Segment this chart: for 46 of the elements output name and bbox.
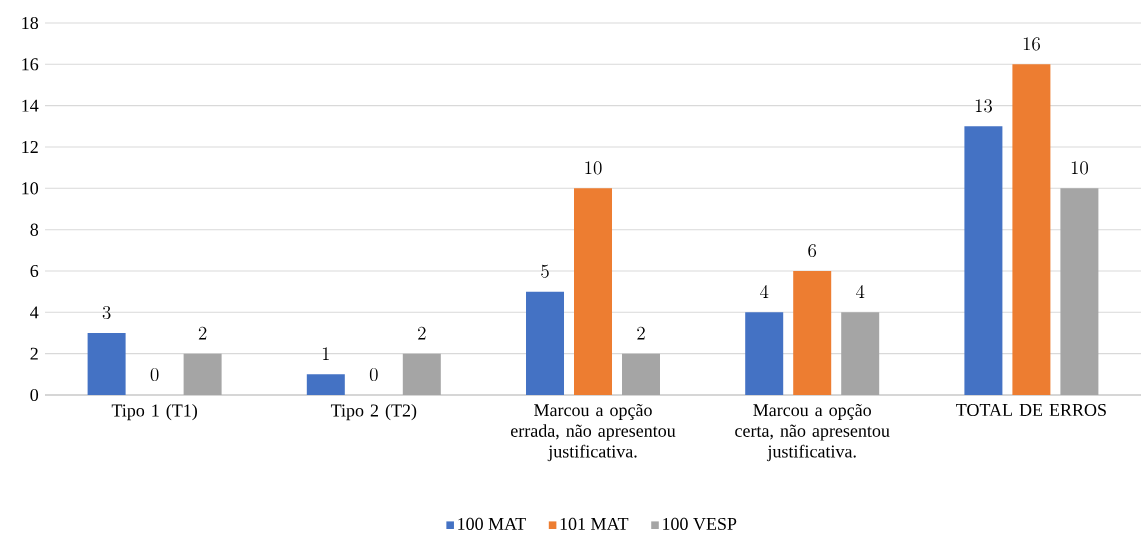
y-tick-label: 18	[22, 16, 39, 30]
data-label: 2	[637, 326, 645, 340]
bar	[841, 312, 880, 395]
data-label: 16	[1023, 37, 1040, 51]
bar	[183, 353, 222, 395]
legend-label: 100 VESP	[663, 517, 737, 531]
bar	[87, 332, 126, 395]
y-tick-label: 2	[30, 347, 38, 360]
bar	[793, 270, 832, 395]
x-tick-label: Marcou a opção certa, não apresentou justificativa.	[735, 403, 890, 462]
bar	[306, 374, 345, 395]
y-tick-label: 4	[30, 306, 39, 319]
data-label: 5	[541, 264, 549, 278]
y-tick-label: 12	[22, 141, 38, 153]
y-tick-label: 0	[30, 388, 39, 402]
y-tick-label: 14	[22, 99, 39, 112]
x-tick-label: TOTAL DE ERROS	[956, 403, 1106, 417]
data-label: 10	[585, 161, 602, 175]
bar	[402, 353, 441, 395]
data-label: 10	[1071, 161, 1088, 175]
data-label: 3	[102, 305, 111, 320]
bar	[574, 188, 613, 395]
x-tick-label: Tipo 1 (T1)	[111, 403, 197, 421]
data-label: 6	[808, 243, 817, 258]
data-label: 4	[760, 285, 769, 299]
bar	[1060, 188, 1099, 395]
y-tick-label: 6	[30, 264, 39, 278]
y-tick-label: 16	[22, 58, 39, 71]
data-label: 1	[322, 347, 329, 361]
data-label: 2	[198, 326, 207, 340]
data-label: 0	[369, 367, 378, 382]
bar	[745, 312, 784, 395]
y-tick-label: 10	[22, 182, 39, 195]
bar	[526, 291, 565, 395]
data-label: 2	[418, 326, 426, 340]
data-label: 0	[150, 367, 159, 382]
data-label: 13	[975, 99, 992, 113]
y-tick-label: 8	[30, 223, 39, 236]
legend-label: 100 MAT	[458, 517, 526, 530]
x-tick-label: Tipo 2 (T2)	[330, 403, 417, 421]
bar	[1012, 64, 1051, 395]
bar	[622, 353, 661, 395]
bar	[964, 126, 1003, 395]
data-label: 4	[856, 285, 865, 299]
x-tick-label: Marcou a opção errada, não apresentou justificativa.	[511, 403, 676, 462]
legend-label: 101 MAT	[560, 517, 629, 530]
